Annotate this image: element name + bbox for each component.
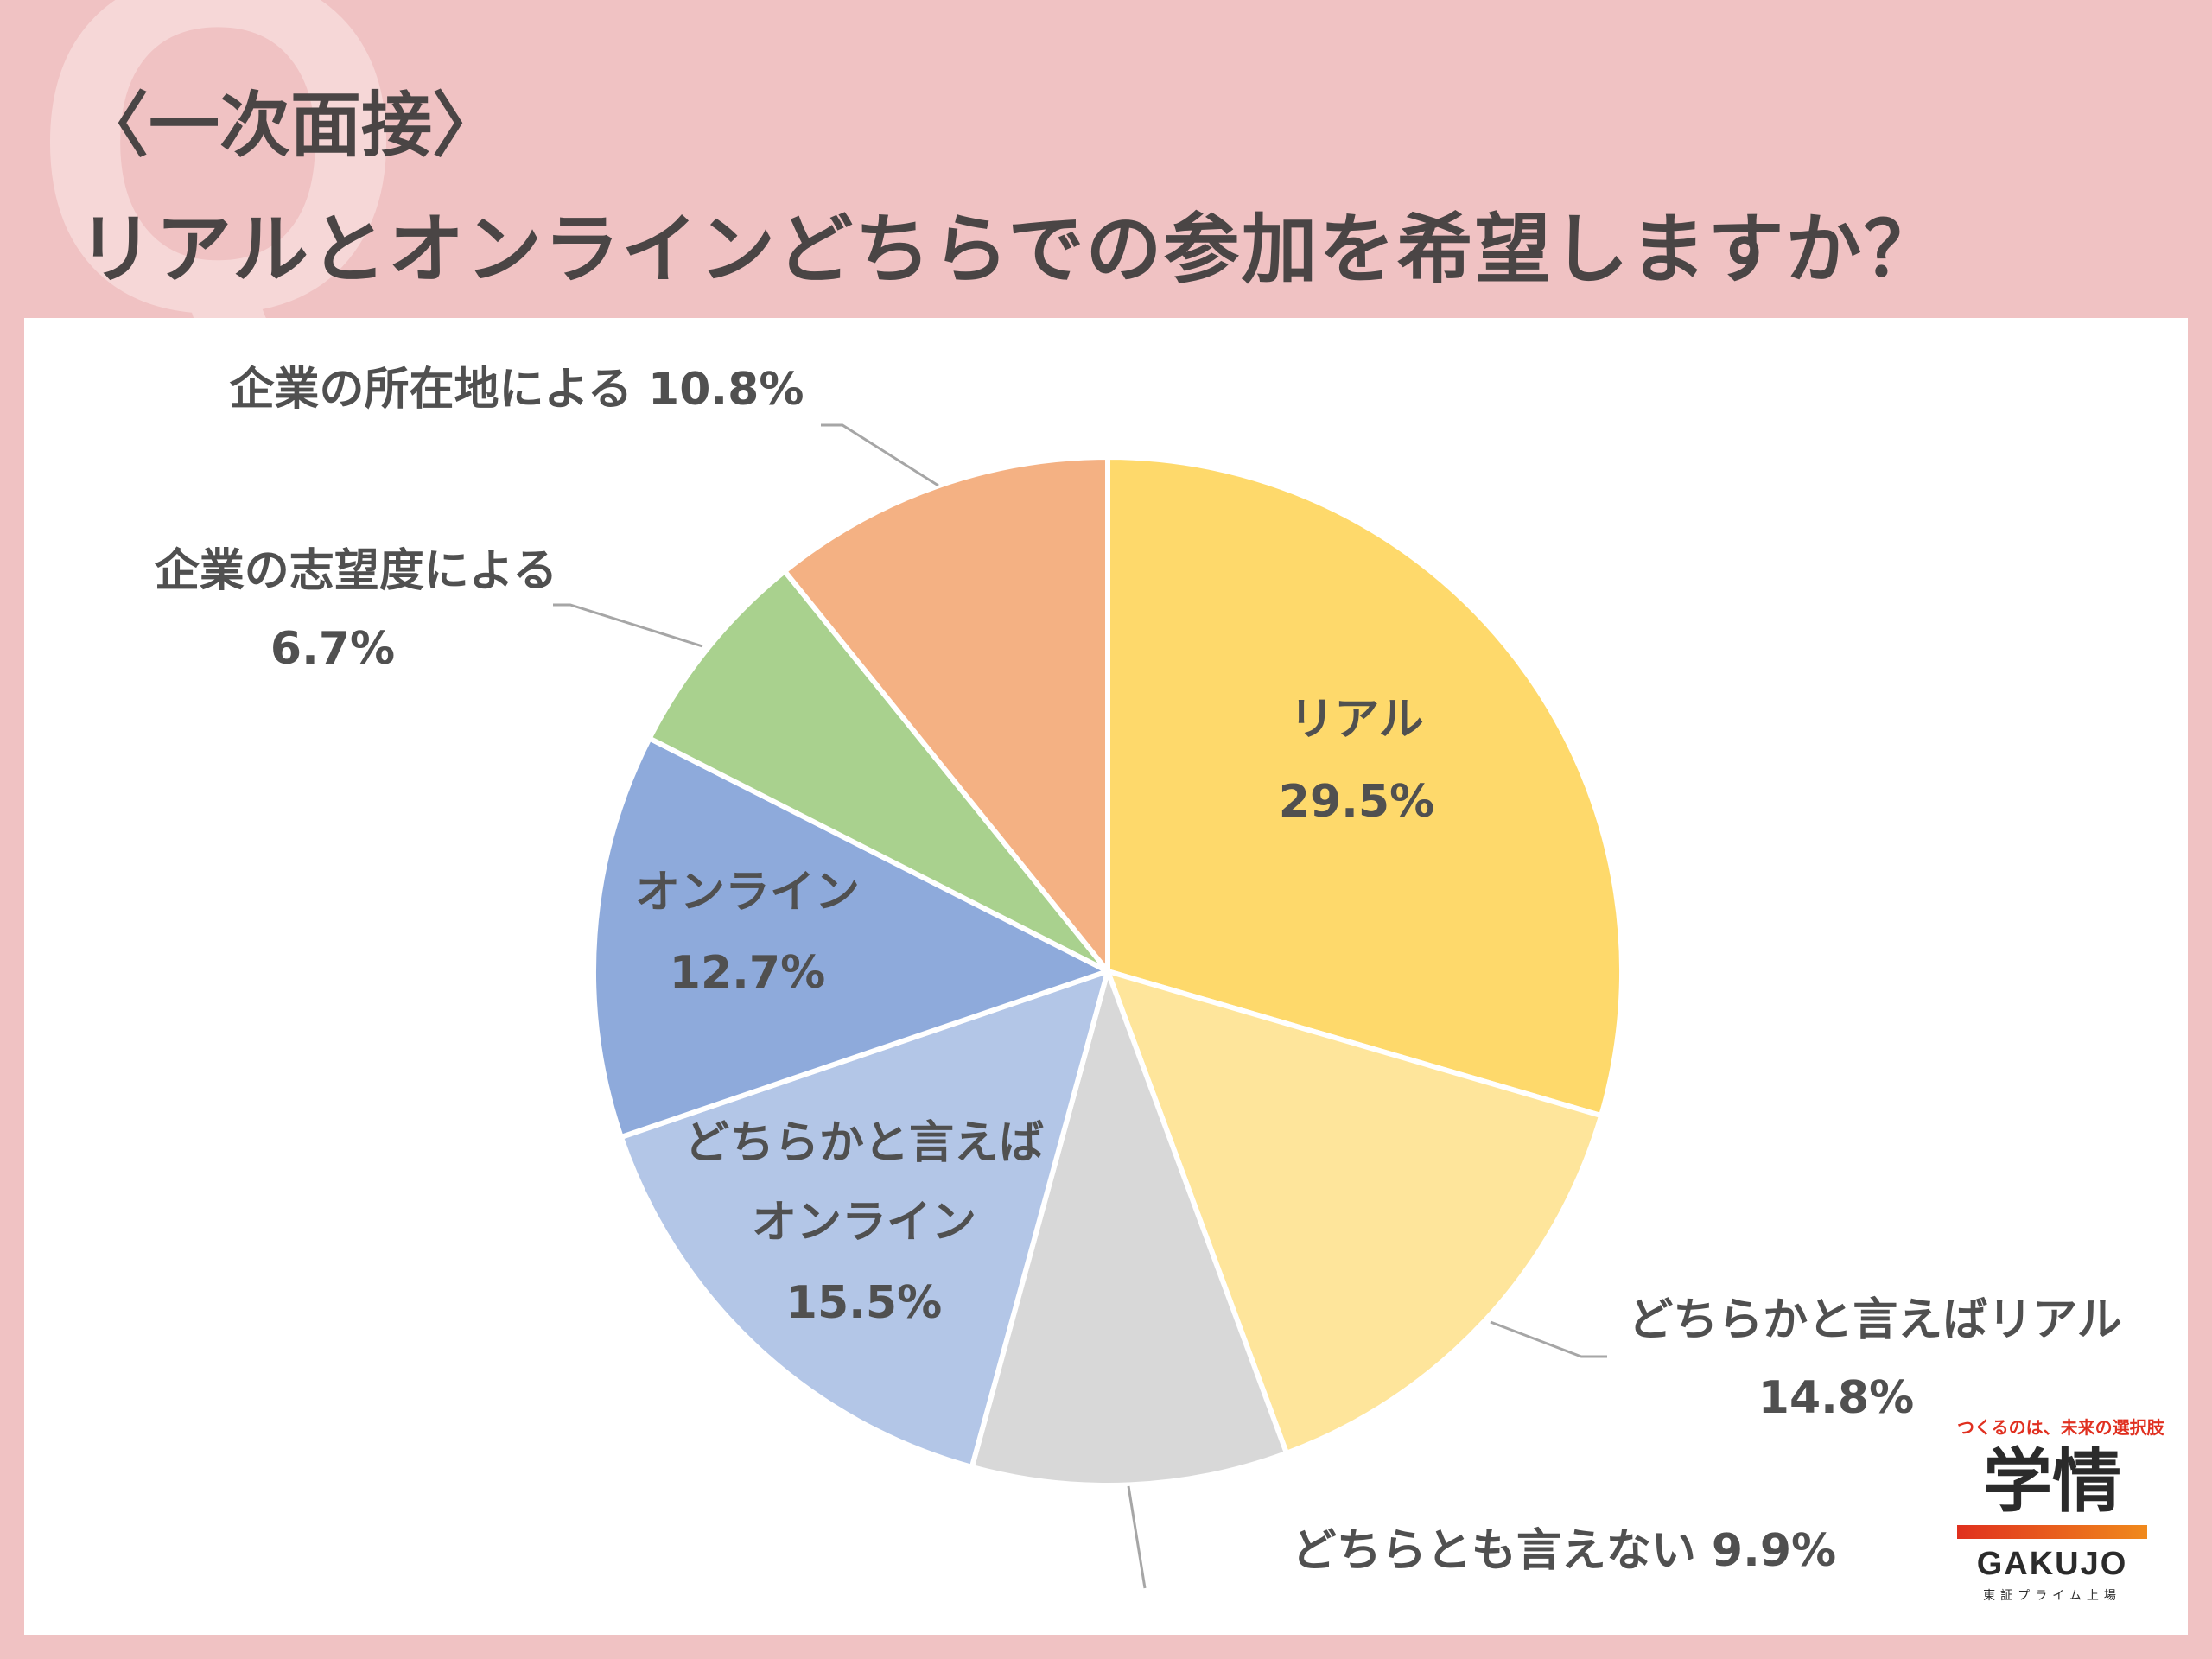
page-title-line2: リアルとオンラインどちらでの参加を希望しますか？	[78, 205, 1942, 294]
slice-label-rather-online: オンライン	[752, 1197, 976, 1249]
slice-label-rather-real: どちらかと言えばリアル	[1628, 1294, 2121, 1346]
slice-value-rather-real: 14.8%	[1758, 1372, 1914, 1424]
logo-bar	[1957, 1525, 2147, 1539]
logo-name: GAKUJO	[1976, 1546, 2128, 1582]
leader-line-aspiration	[553, 603, 703, 648]
slice-value-rather-online: 15.5%	[786, 1277, 942, 1329]
slice-value-online: 12.7%	[670, 947, 825, 999]
slice-label-online: オンライン	[635, 867, 860, 918]
leader-line-rather-real	[1490, 1320, 1607, 1358]
pie-slice-real	[1105, 454, 1624, 1119]
page-title-line1: 〈一次面接〉	[78, 85, 504, 167]
leader-line-location	[821, 423, 939, 487]
slice-label-rather-online: どちらかと言えば	[684, 1117, 1044, 1169]
pie-slice-online	[591, 735, 1110, 1140]
pie-slice-aspiration	[646, 569, 1110, 974]
logo-kanji: 学情	[1983, 1441, 2121, 1522]
slice-label-aspiration: 企業の志望度による	[155, 545, 557, 597]
pie-slice-rather-online	[618, 969, 1110, 1470]
gakujo-logo: つくるのは、未来の選択肢 学情 GAKUJO 東証プライム上場	[1957, 1414, 2164, 1604]
slice-label-neither: どちらとも言えない 9.9%	[1292, 1525, 1836, 1577]
leader-line-neither	[1127, 1485, 1147, 1589]
slice-label-location: 企業の所在地による 10.8%	[230, 364, 804, 416]
pie-slice-location	[782, 454, 1110, 974]
slice-value-aspiration: 6.7%	[270, 623, 395, 675]
pie-slice-neither	[969, 969, 1289, 1489]
slice-label-real: リアル	[1289, 694, 1423, 746]
logo-tagline: つくるのは、未来の選択肢	[1957, 1417, 2164, 1438]
pie-slice-rather-real	[1105, 969, 1605, 1456]
logo-sub: 東証プライム上場	[1983, 1589, 2121, 1603]
slice-value-real: 29.5%	[1279, 776, 1434, 828]
